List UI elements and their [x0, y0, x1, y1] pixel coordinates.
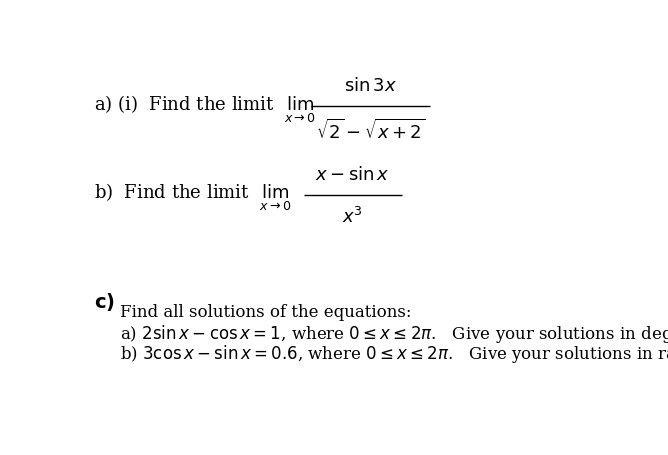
Text: b)  Find the limit  $\underset{x \to 0}{\lim}$: b) Find the limit $\underset{x \to 0}{\l…: [94, 181, 291, 212]
Text: a) (i)  Find the limit  $\underset{x \to 0}{\lim}$: a) (i) Find the limit $\underset{x \to 0…: [94, 93, 316, 125]
Text: $x - \sin x$: $x - \sin x$: [315, 166, 390, 184]
Text: a) $2\sin x - \cos x = 1$, where $0 \leq x \leq 2\pi$.   Give your solutions in : a) $2\sin x - \cos x = 1$, where $0 \leq…: [120, 322, 668, 344]
Text: $\sqrt{2} - \sqrt{x+2}$: $\sqrt{2} - \sqrt{x+2}$: [316, 119, 426, 143]
Text: $\sin 3x$: $\sin 3x$: [344, 77, 397, 95]
Text: $x^3$: $x^3$: [342, 207, 363, 227]
Text: Find all solutions of the equations:: Find all solutions of the equations:: [120, 303, 411, 321]
Text: b) $3\cos x - \sin x = 0.6$, where $0 \leq x \leq 2\pi$.   Give your solutions i: b) $3\cos x - \sin x = 0.6$, where $0 \l…: [120, 342, 668, 364]
Text: $\mathbf{c)}$: $\mathbf{c)}$: [94, 291, 115, 313]
